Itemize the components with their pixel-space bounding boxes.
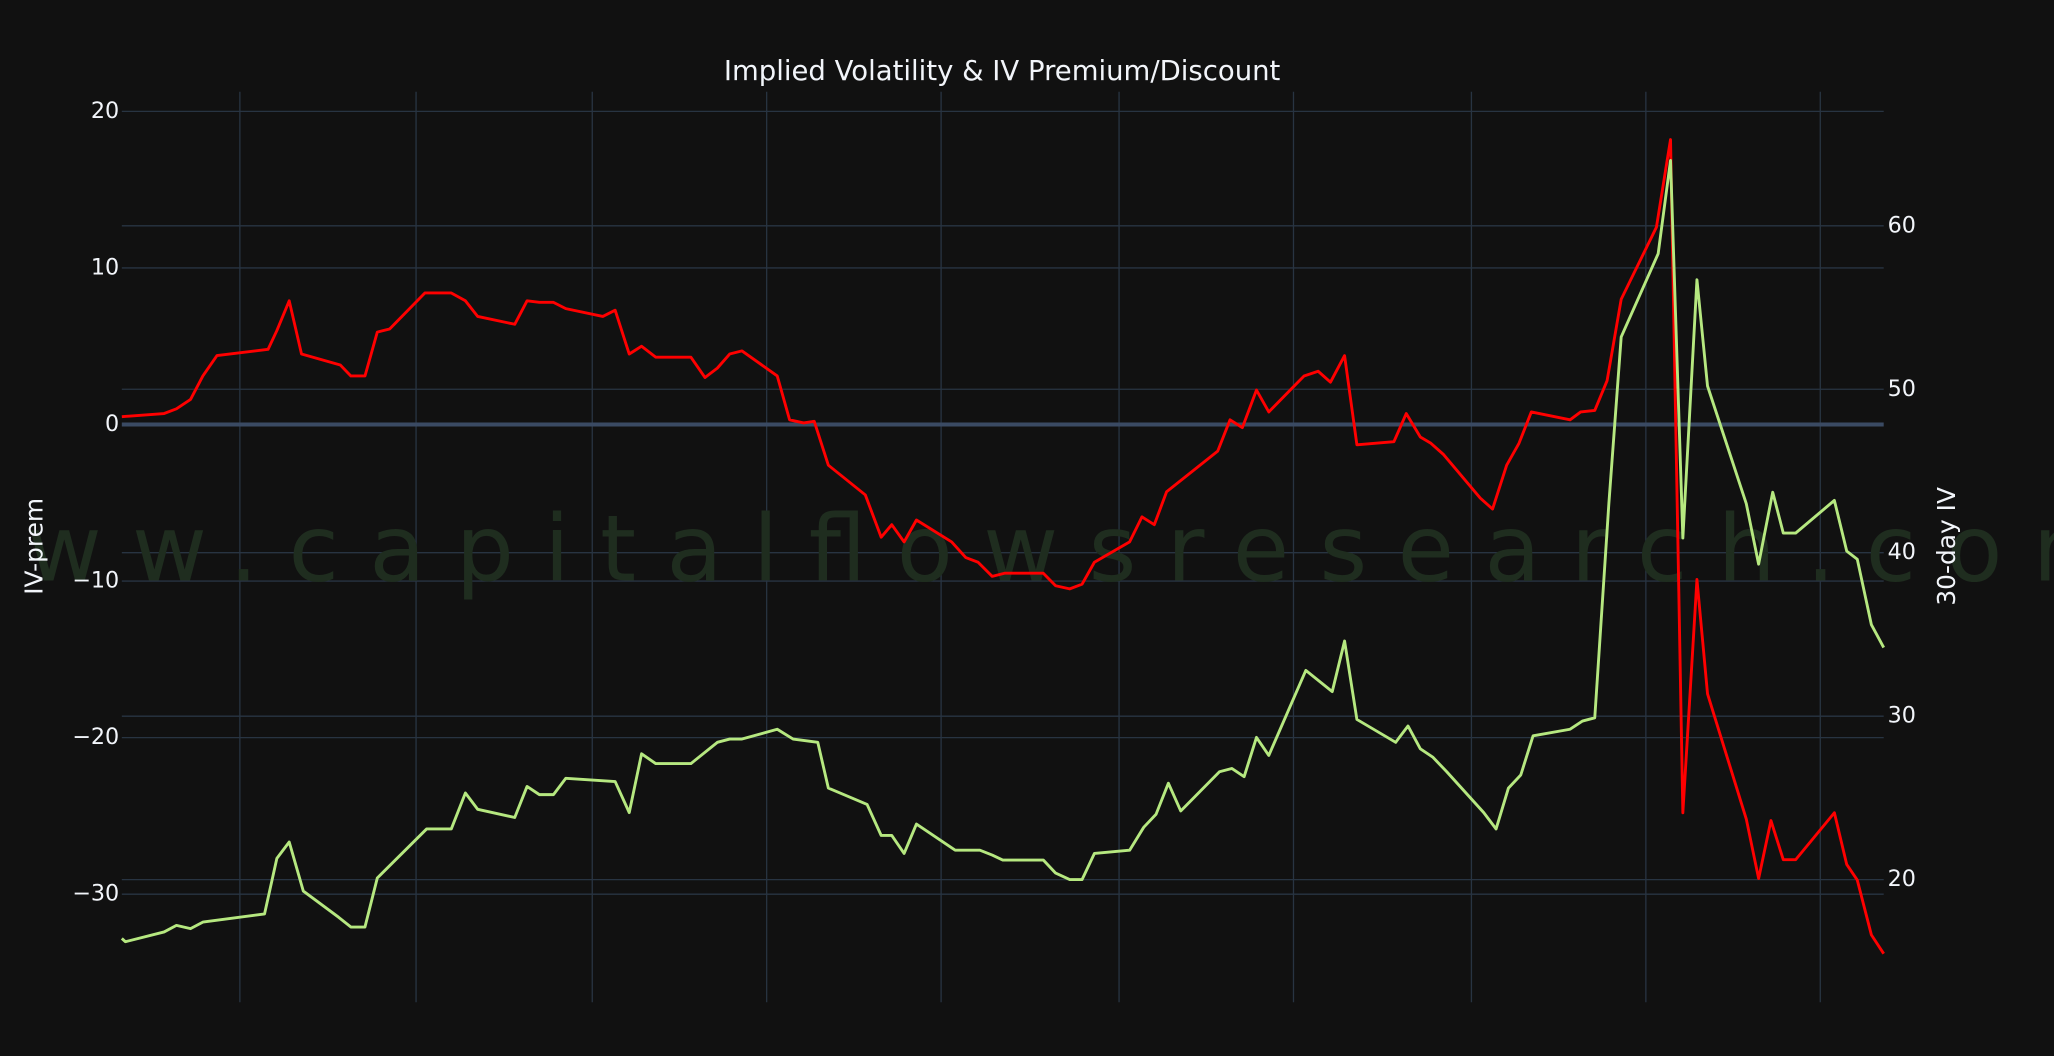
- y-tick-label: 0: [105, 411, 119, 437]
- y-tick-label: −20: [72, 724, 119, 750]
- chart-title: Implied Volatility & IV Premium/Discount: [724, 55, 1281, 87]
- y2-tick-label: 20: [1888, 866, 1916, 892]
- watermark: www.capitalflowsresearch.com: [0, 495, 2054, 602]
- y2-tick-label: 30: [1888, 703, 1916, 729]
- y-tick-label: 20: [91, 98, 119, 124]
- y-tick-label: −30: [72, 881, 119, 907]
- y2-tick-label: 60: [1888, 212, 1916, 238]
- y2-axis-title: 30-day IV: [1932, 487, 1961, 606]
- lines: [120, 138, 1885, 955]
- y2-tick-label: 40: [1888, 539, 1916, 565]
- y-axis-title: IV-prem: [19, 498, 48, 595]
- series-line: [121, 138, 1885, 955]
- y-tick-label: −10: [72, 568, 119, 594]
- y-tick-label: 10: [91, 254, 119, 280]
- series-line: [120, 159, 1885, 944]
- y2-tick-label: 50: [1888, 376, 1916, 402]
- grid: [121, 91, 1884, 1003]
